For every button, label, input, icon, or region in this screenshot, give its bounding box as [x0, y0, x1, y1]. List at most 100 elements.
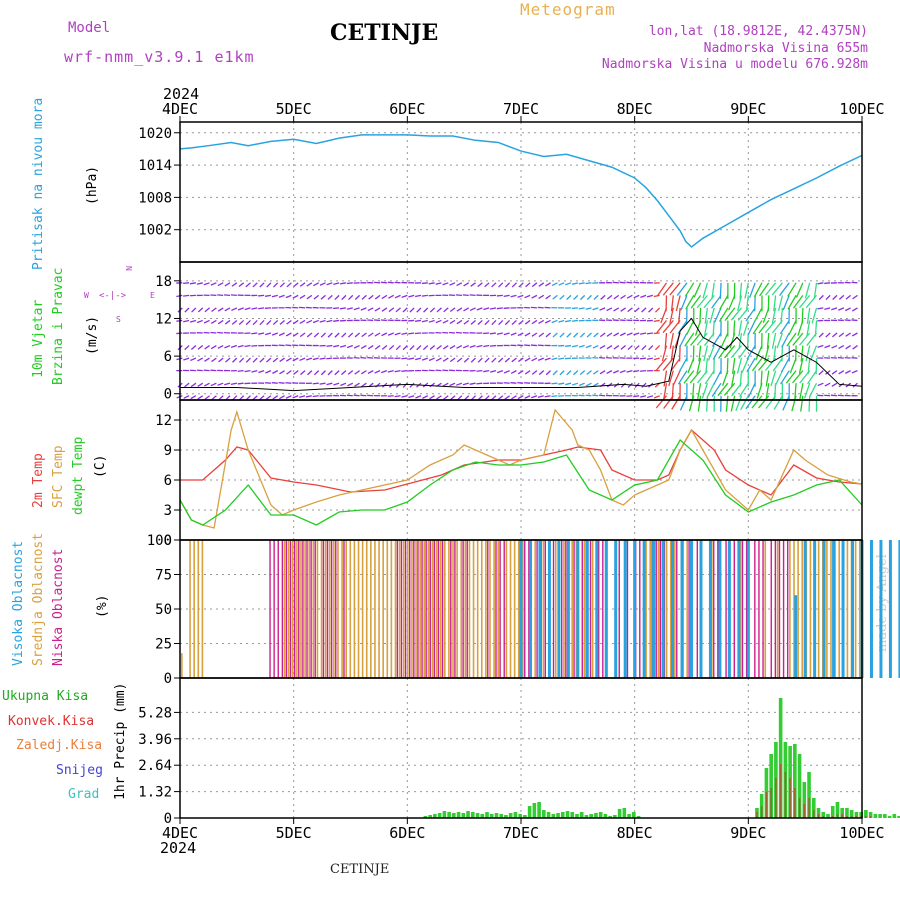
- temp-dew-label: dewpt Temp: [71, 437, 86, 515]
- wind-arrow: [613, 345, 620, 350]
- wind-arrow: [204, 345, 210, 350]
- wind-arrow: [381, 294, 388, 300]
- wind-arrow: [511, 282, 517, 288]
- wind-arrow: [573, 294, 579, 301]
- cloud-mid-bar: [353, 540, 356, 678]
- wind-arrow: [524, 332, 531, 337]
- wind-arrow: [210, 319, 217, 324]
- precip-total-bar: [617, 809, 622, 818]
- wind-arrow: [741, 357, 749, 374]
- lonlat-text: lon,lat (18.9812E, 42.4375N): [648, 24, 868, 39]
- wind-arrow: [552, 332, 558, 338]
- wind-arrow: [285, 332, 292, 337]
- wind-arrow: [217, 344, 224, 349]
- wind-arrow: [738, 320, 743, 337]
- wind-arrow: [844, 307, 851, 312]
- precip-conv-bar: [803, 804, 806, 818]
- wind-arrow: [782, 395, 790, 411]
- wind-arrow: [792, 332, 804, 346]
- cloud-mid-bar: [686, 540, 688, 678]
- precip-conv-bar: [789, 778, 791, 818]
- wind-arrow: [824, 394, 831, 397]
- wind-arrow: [210, 282, 217, 286]
- wind-arrow: [312, 319, 319, 324]
- wind-arrow: [845, 294, 852, 300]
- wind-arrow: [223, 294, 231, 297]
- wind-arrow: [571, 307, 578, 310]
- wind-arrow: [428, 357, 435, 362]
- cloud-low-bar: [598, 540, 600, 678]
- wind-arrow: [279, 282, 286, 288]
- wind-arrow: [278, 294, 285, 298]
- wind-arrow: [491, 395, 497, 401]
- wind-arrow: [736, 357, 743, 374]
- wind-arrow: [713, 307, 722, 323]
- wind-arrow: [496, 294, 503, 297]
- wind-arrow: [306, 282, 313, 287]
- cloud-low-bar: [503, 540, 505, 678]
- wind-arrow: [770, 370, 777, 387]
- wind-arrow: [852, 294, 858, 300]
- wind-arrow: [259, 319, 265, 326]
- y-tick-label: 3: [164, 503, 172, 519]
- wind-arrow: [442, 282, 449, 286]
- wind-arrow: [259, 357, 265, 363]
- wind-arrow: [218, 357, 224, 363]
- wind-arrow: [298, 306, 306, 309]
- wind-arrow: [196, 369, 203, 372]
- precip-axis-label: 1hr Precip (mm): [113, 683, 128, 800]
- wind-arrow: [772, 345, 777, 362]
- wind-arrow: [517, 370, 524, 375]
- cloud-low-bar: [343, 540, 345, 678]
- y-tick-label: 6: [164, 473, 172, 489]
- precip-total-bar: [859, 812, 863, 818]
- cloud-high-bar: [794, 595, 798, 678]
- wind-arrow: [210, 344, 217, 350]
- cloud-low-bar: [437, 540, 440, 678]
- wind-arrow: [619, 281, 626, 284]
- wind-arrow: [620, 307, 626, 312]
- cloud-low-bar: [774, 540, 777, 678]
- precip-total-bar: [584, 815, 589, 818]
- wind-arrow: [558, 282, 565, 286]
- y-tick-label: 3.96: [138, 732, 172, 748]
- precip-total-bar: [527, 806, 532, 818]
- wind-arrow: [218, 395, 224, 401]
- cloud-high-bar: [661, 540, 665, 678]
- wind-arrow: [443, 395, 449, 400]
- wind-arrow: [825, 370, 831, 375]
- bottom-day-label: 5DEC: [276, 824, 312, 842]
- wind-arrow: [646, 319, 653, 322]
- precip-total-bar: [508, 813, 513, 818]
- wind-arrow: [558, 357, 565, 360]
- wind-arrow: [592, 394, 599, 397]
- wind-arrow: [484, 395, 490, 401]
- wind-arrow: [252, 319, 258, 326]
- precip-conv-bar: [860, 816, 862, 818]
- wind-arrow: [726, 358, 729, 375]
- cloud-mid-bar: [320, 540, 323, 678]
- wind-arrow: [599, 307, 606, 311]
- wind-arrow: [799, 294, 811, 309]
- wind-arrow: [231, 282, 238, 287]
- cloud-mid-bar: [423, 540, 426, 678]
- wind-arrow: [496, 370, 504, 374]
- wind-arrow: [251, 344, 258, 347]
- wind-arrow: [210, 382, 217, 387]
- wind-arrow: [787, 295, 797, 310]
- wind-arrow: [585, 382, 592, 387]
- wind-arrow: [271, 382, 278, 384]
- wind-arrow: [679, 332, 688, 348]
- cloud-low-bar: [536, 540, 538, 678]
- wind-arrow: [476, 369, 483, 372]
- wind-arrow: [313, 370, 320, 376]
- cloud-mid-bar: [522, 540, 524, 678]
- wind-arrow: [599, 332, 606, 338]
- wind-arrow: [319, 282, 326, 286]
- cloud-high-bar: [727, 540, 731, 678]
- wind-arrow: [545, 294, 551, 300]
- wind-arrow: [517, 395, 524, 400]
- precip-total-bar: [897, 816, 900, 818]
- cloud-low-bar: [289, 540, 292, 678]
- wind-arrow: [184, 307, 190, 313]
